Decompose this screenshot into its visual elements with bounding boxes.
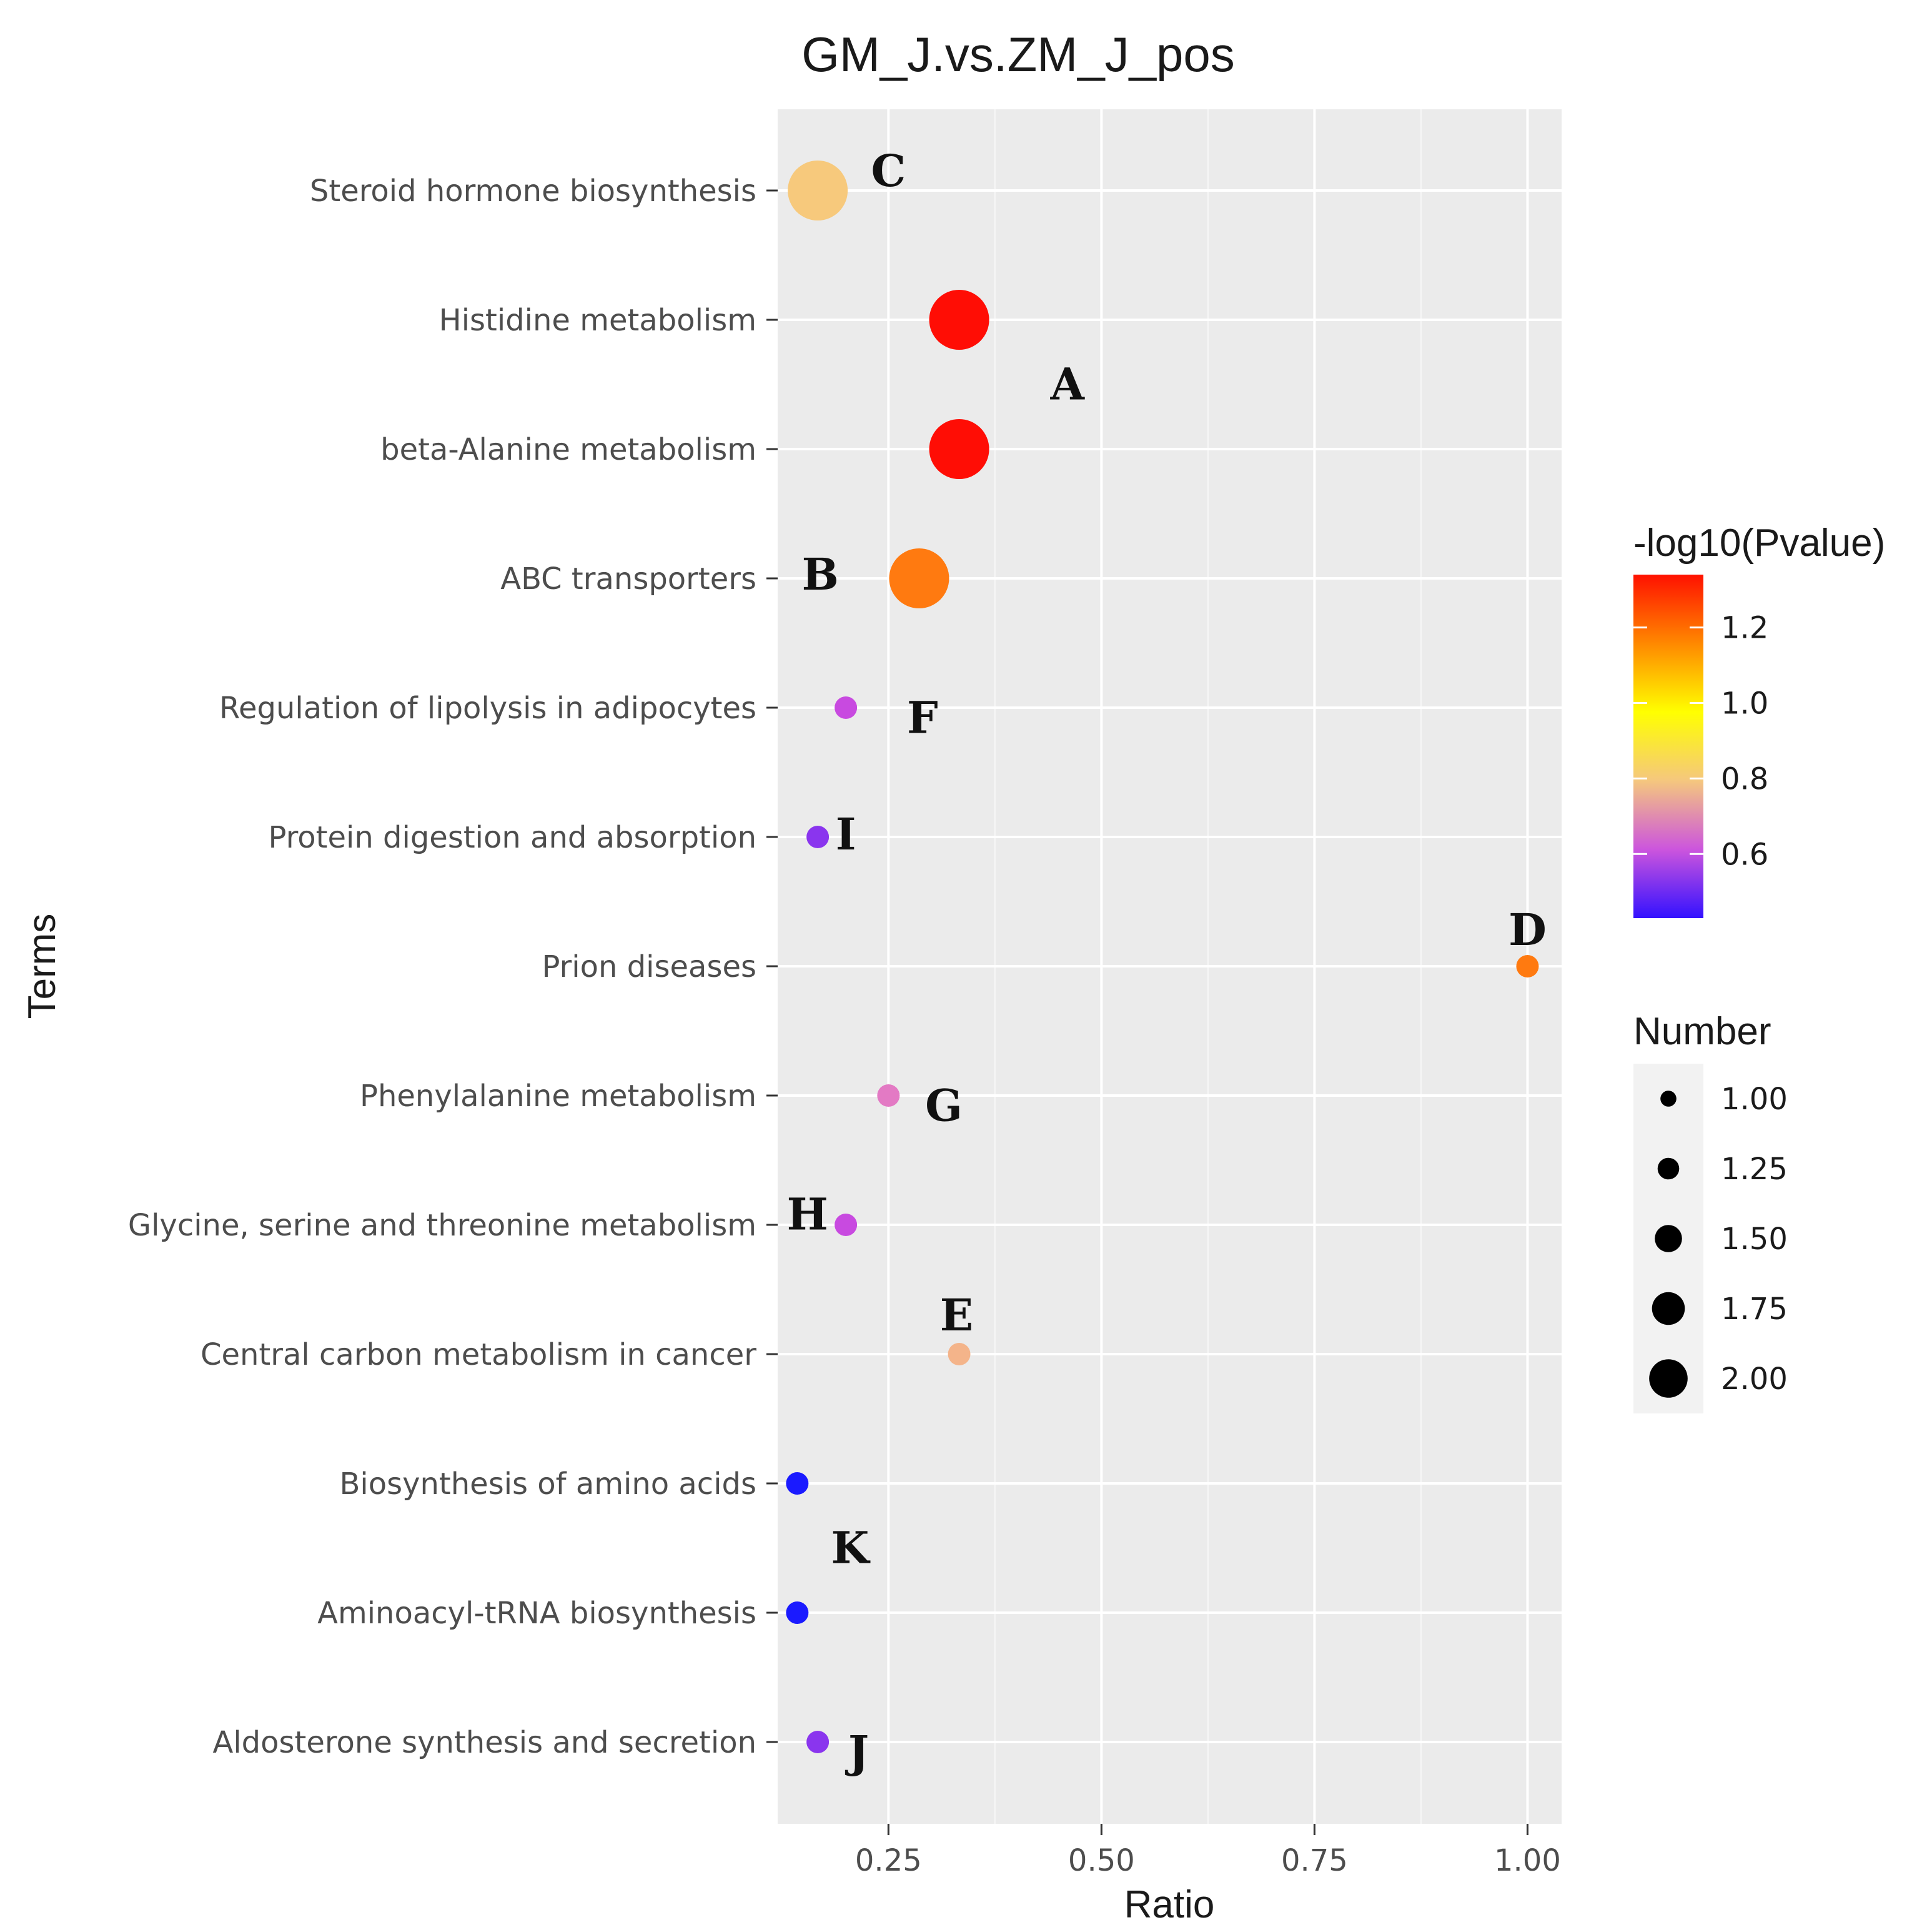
color-legend: -log10(Pvalue) 1.2 1.0 0.8 0.6 (1633, 522, 1885, 918)
data-point (786, 1601, 809, 1624)
y-tick-label: beta-Alanine metabolism (380, 432, 756, 467)
size-legend-label: 1.50 (1721, 1222, 1788, 1257)
x-tick-label: 0.75 (1281, 1843, 1348, 1878)
gridlines (778, 109, 1562, 1824)
y-tick-label: Biosynthesis of amino acids (339, 1467, 756, 1502)
y-axis: Steroid hormone biosynthesis Histidine me… (128, 174, 778, 1760)
data-point (806, 826, 830, 848)
size-legend-dot (1652, 1292, 1685, 1325)
point-annotation-label: D (1508, 904, 1547, 956)
data-point (948, 1343, 971, 1365)
point-annotation-label: F (907, 692, 938, 744)
y-tick-label: Histidine metabolism (439, 303, 756, 338)
size-legend-items: 1.00 1.25 1.50 1.75 2.00 (1633, 1064, 1788, 1413)
plot-panel: C A B F I D G H E K J (778, 109, 1562, 1824)
size-legend-dot (1649, 1359, 1688, 1398)
colorbar-ticks: 1.2 1.0 0.8 0.6 (1633, 611, 1768, 872)
x-axis-title: Ratio (1124, 1883, 1215, 1925)
point-annotation-label: G (925, 1080, 963, 1132)
point-annotation-label: K (831, 1522, 871, 1574)
y-tick-label: Prion diseases (542, 949, 756, 984)
y-tick-label: Aldosterone synthesis and secretion (213, 1725, 757, 1760)
colorbar-tick-label: 0.8 (1721, 761, 1768, 796)
data-point (929, 290, 989, 350)
size-legend-dot (1655, 1225, 1682, 1252)
y-tick-label: Steroid hormone biosynthesis (310, 174, 756, 209)
data-point (835, 696, 858, 719)
size-legend-dot (1660, 1091, 1677, 1107)
y-axis-title: Terms (21, 914, 64, 1019)
y-tick-label: ABC transporters (500, 562, 756, 596)
data-point (889, 548, 949, 608)
data-points (786, 161, 1539, 1753)
data-point (929, 419, 989, 479)
y-tick-label: Aminoacyl-tRNA biosynthesis (317, 1596, 756, 1631)
point-annotation-label: A (1050, 359, 1086, 410)
data-point (877, 1084, 900, 1107)
x-tick-label: 0.25 (855, 1843, 922, 1878)
size-legend-dot (1657, 1157, 1680, 1180)
point-annotation-label: H (787, 1188, 828, 1240)
color-legend-title: -log10(Pvalue) (1633, 522, 1885, 565)
x-tick-label: 0.50 (1068, 1843, 1135, 1878)
y-tick-label: Protein digestion and absorption (269, 820, 757, 855)
data-point (835, 1214, 858, 1236)
data-point (788, 161, 848, 220)
colorbar-tick-label: 0.6 (1721, 837, 1768, 872)
colorbar-tick-label: 1.2 (1721, 611, 1768, 646)
point-annotation-label: C (871, 145, 906, 197)
size-legend-label: 2.00 (1721, 1362, 1788, 1397)
colorbar (1633, 575, 1703, 918)
size-legend-label: 1.00 (1721, 1082, 1788, 1117)
size-legend-label: 1.75 (1721, 1292, 1788, 1327)
x-axis: 0.25 0.50 0.75 1.00 (855, 1824, 1561, 1878)
data-point (806, 1731, 830, 1753)
data-point (1516, 955, 1539, 977)
point-annotations: C A B F I D G H E K J (787, 145, 1547, 1778)
size-legend: Number 1.00 1.25 1.50 1.75 2.00 (1633, 1010, 1788, 1413)
point-annotation-label: B (802, 548, 839, 600)
y-tick-label: Regulation of lipolysis in adipocytes (219, 691, 756, 726)
colorbar-tick-label: 1.0 (1721, 686, 1768, 721)
x-tick-label: 1.00 (1494, 1843, 1561, 1878)
y-tick-label: Phenylalanine metabolism (360, 1079, 756, 1114)
y-tick-label: Glycine, serine and threonine metabolism (128, 1208, 756, 1243)
y-tick-label: Central carbon metabolism in cancer (201, 1337, 756, 1372)
size-legend-title: Number (1633, 1010, 1771, 1053)
point-annotation-label: I (836, 808, 856, 860)
chart-title: GM_J.vs.ZM_J_pos (801, 27, 1235, 82)
point-annotation-label: E (940, 1289, 973, 1341)
data-point (786, 1472, 809, 1495)
size-legend-label: 1.25 (1721, 1152, 1788, 1187)
point-annotation-label: J (845, 1726, 869, 1778)
